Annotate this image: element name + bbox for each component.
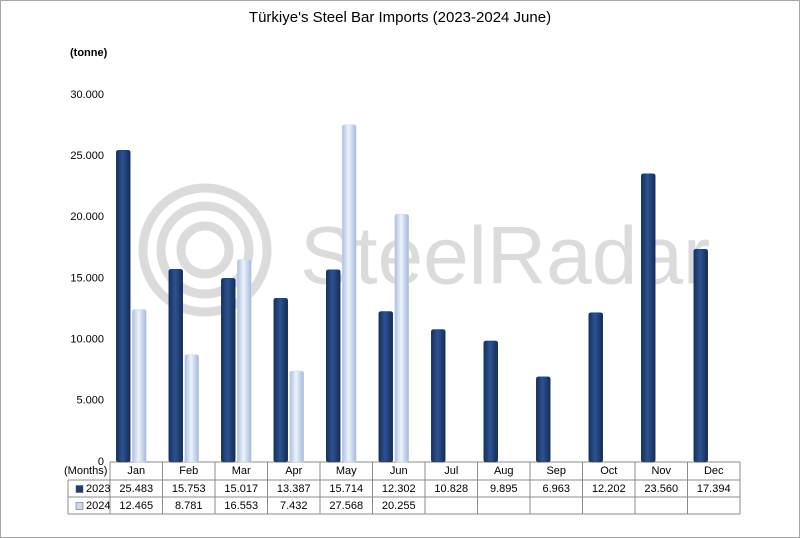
x-tick-label: Feb <box>179 465 198 477</box>
legend-swatch <box>75 502 84 510</box>
table-value: 12.202 <box>592 483 626 495</box>
bar <box>237 259 252 463</box>
x-tick-label: Aug <box>494 465 514 477</box>
bar <box>394 213 409 463</box>
bar <box>342 124 357 463</box>
x-tick-label: Oct <box>600 465 617 477</box>
table-value: 12.302 <box>382 483 416 495</box>
table-value: 23.560 <box>644 483 678 495</box>
bar <box>378 311 393 463</box>
table-value: 9.895 <box>490 483 518 495</box>
table-value: 6.963 <box>542 483 570 495</box>
bar <box>588 312 603 463</box>
legend-label: 2023 <box>86 483 110 495</box>
y-tick-label: 20.000 <box>70 211 104 223</box>
table-value: 12.465 <box>119 500 153 512</box>
table-value: 25.483 <box>119 483 153 495</box>
bar <box>431 329 446 463</box>
table-value: 10.828 <box>434 483 468 495</box>
table-value: 15.714 <box>329 483 363 495</box>
bar <box>326 269 341 463</box>
watermark-logo <box>138 183 272 317</box>
chart-title: Türkiye's Steel Bar Imports (2023-2024 J… <box>249 9 551 26</box>
bar <box>289 370 304 463</box>
x-tick-label: Jun <box>390 465 408 477</box>
bar <box>221 278 236 463</box>
bar <box>693 248 708 463</box>
y-tick-label: 10.000 <box>70 334 104 346</box>
table-value: 13.387 <box>277 483 311 495</box>
x-axis-label: (Months) <box>64 465 107 477</box>
y-tick-label: 30.000 <box>70 89 104 101</box>
x-tick-label: May <box>336 465 357 477</box>
bar <box>132 309 147 463</box>
x-tick-label: Jan <box>127 465 145 477</box>
y-tick-label: 5.000 <box>76 395 104 407</box>
table-value: 15.017 <box>224 483 258 495</box>
bar <box>641 173 656 463</box>
y-tick-label: 25.000 <box>70 150 104 162</box>
table-value: 17.394 <box>697 483 731 495</box>
x-tick-label: Dec <box>704 465 724 477</box>
y-axis-label: (tonne) <box>70 47 108 59</box>
bar <box>184 354 199 463</box>
bar <box>168 269 183 463</box>
bar <box>483 340 498 463</box>
x-tick-label: Jul <box>444 465 458 477</box>
x-tick-label: Nov <box>651 465 671 477</box>
bar <box>116 150 131 463</box>
legend-label: 2024 <box>86 500 110 512</box>
legend-swatch <box>75 485 84 493</box>
x-tick-label: Mar <box>232 465 251 477</box>
table-value: 8.781 <box>175 500 203 512</box>
bar <box>273 297 288 463</box>
table-value: 27.568 <box>329 500 363 512</box>
table-value: 15.753 <box>172 483 206 495</box>
x-tick-label: Sep <box>546 465 566 477</box>
y-tick-label: 15.000 <box>70 272 104 284</box>
y-tick-label: 0 <box>98 456 104 468</box>
bar <box>536 376 551 463</box>
table-value: 16.553 <box>224 500 258 512</box>
table-value: 7.432 <box>280 500 308 512</box>
table-value: 20.255 <box>382 500 416 512</box>
x-tick-label: Apr <box>285 465 302 477</box>
